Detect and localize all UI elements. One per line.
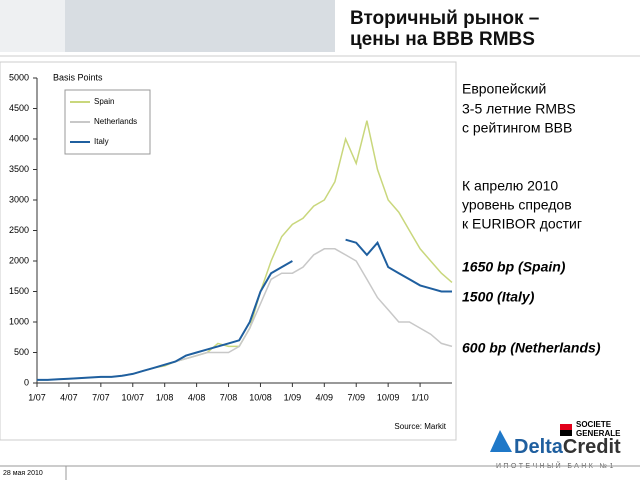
- y-tick-label: 3000: [9, 194, 29, 204]
- y-tick-label: 2000: [9, 255, 29, 265]
- legend-label: Netherlands: [94, 117, 137, 126]
- delta-icon: [490, 430, 512, 452]
- title-line: цены на BBB RMBS: [350, 29, 535, 50]
- x-tick-label: 7/09: [347, 392, 365, 402]
- banner-left: [0, 0, 65, 52]
- sg-logo-text: SOCIETE: [576, 420, 612, 429]
- x-tick-label: 7/07: [92, 392, 110, 402]
- legend-box: [64, 89, 151, 155]
- note: Европейский: [462, 81, 546, 97]
- x-tick-label: 10/09: [377, 392, 400, 402]
- title-line: Вторичный рынок –: [350, 8, 539, 29]
- note: 3-5 летние RMBS: [462, 101, 576, 117]
- note: с рейтингом BBB: [462, 120, 572, 136]
- note: уровень спредов: [462, 197, 572, 213]
- y-tick-label: 1000: [9, 316, 29, 326]
- banner-image: [65, 0, 335, 52]
- x-tick-label: 7/08: [220, 392, 238, 402]
- chart: 0 500 1000 1500 2000 2500 3000 3500 4000 4500 5000…: [9, 72, 453, 431]
- x-tick-label: 1/09: [284, 392, 302, 402]
- date: 28 мая 2010: [3, 470, 43, 477]
- y-tick-label: 4500: [9, 103, 29, 113]
- delta-logo: DeltaCredit: [514, 436, 621, 458]
- delta-logo-part: Credit: [563, 436, 621, 458]
- y-tick-label: 1500: [9, 286, 29, 296]
- x-tick-label: 10/07: [122, 392, 145, 402]
- y-tick-label: 3500: [9, 164, 29, 174]
- x-tick-label: 4/09: [316, 392, 334, 402]
- x-tick-label: 4/08: [188, 392, 206, 402]
- y-tick-label: 5000: [9, 72, 29, 82]
- level-label: 1500 (Italy): [462, 289, 535, 305]
- y-tick-label: 500: [14, 347, 29, 357]
- legend-label: Italy: [94, 137, 109, 146]
- x-tick-label: 1/07: [28, 392, 46, 402]
- level-label: 600 bp (Netherlands): [462, 340, 601, 356]
- x-tick-label: 1/08: [156, 392, 174, 402]
- y-tick-label: 2500: [9, 225, 29, 235]
- sg-logo-text: GENERALE: [576, 429, 621, 438]
- y-tick-label: 0: [24, 377, 29, 387]
- x-tick-label: 10/08: [249, 392, 272, 402]
- note: к EURIBOR достиг: [462, 216, 582, 232]
- series-line: [37, 238, 452, 381]
- note: К апрелю 2010: [462, 178, 558, 194]
- sg-logo-red: [560, 424, 572, 430]
- y-tick-label: 4000: [9, 133, 29, 143]
- y-axis-title: Basis Points: [53, 72, 103, 82]
- series-line: [132, 248, 453, 375]
- x-tick-label: 4/07: [60, 392, 78, 402]
- legend-label: Spain: [94, 97, 114, 106]
- source: Source: Markit: [394, 422, 446, 431]
- logo-tagline: ИПОТЕЧНЫЙ БАНК №1: [496, 461, 616, 470]
- level-label: 1650 bp (Spain): [462, 259, 566, 275]
- x-tick-label: 1/10: [411, 392, 429, 402]
- delta-logo-part: Delta: [514, 436, 564, 458]
- sg-logo-black: [560, 430, 572, 436]
